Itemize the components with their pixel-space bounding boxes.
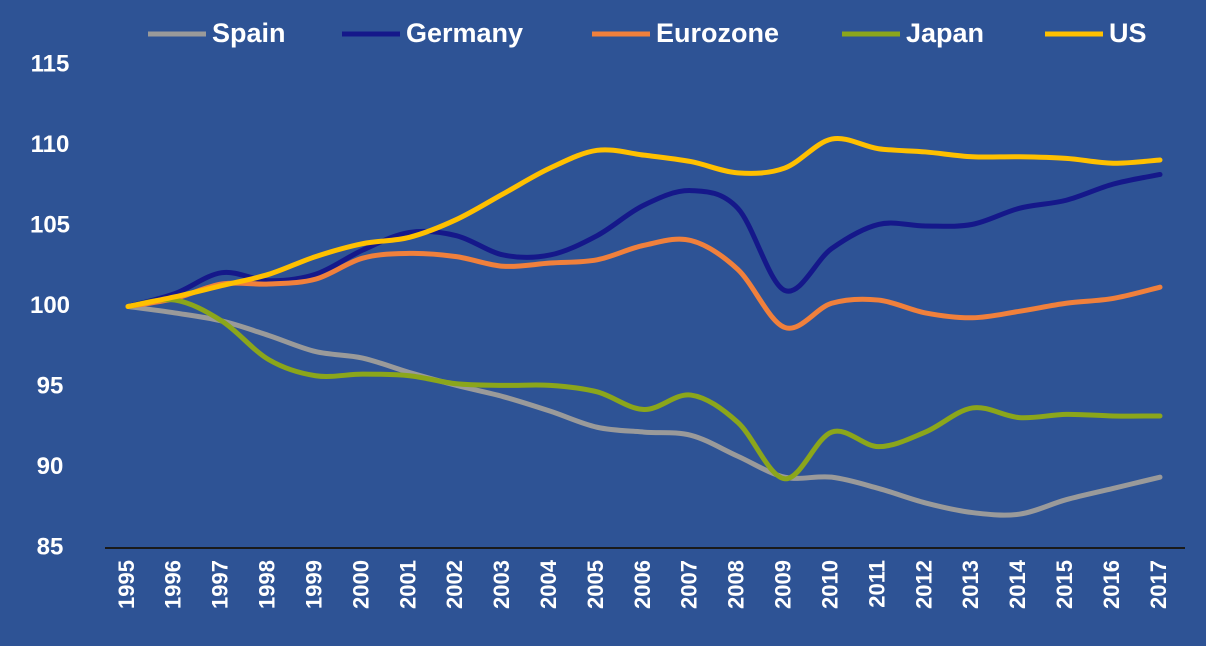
- x-tick-label: 1999: [301, 560, 326, 609]
- x-tick-label: 2012: [911, 560, 936, 609]
- x-tick-label: 2008: [724, 560, 749, 609]
- x-tick-label: 2015: [1052, 560, 1077, 609]
- x-tick-label: 2001: [395, 560, 420, 609]
- x-tick-label: 2013: [958, 560, 983, 609]
- y-tick-label: 105: [30, 211, 70, 238]
- series-line: [125, 135, 1163, 309]
- x-tick-label: 2016: [1099, 560, 1124, 609]
- x-tick-label: 2004: [536, 559, 561, 609]
- series-line: [125, 297, 1163, 482]
- y-tick-label: 115: [31, 50, 70, 77]
- legend-label: Spain: [212, 18, 286, 48]
- series-line: [125, 171, 1163, 309]
- x-tick-label: 2011: [864, 560, 889, 608]
- y-tick-label: 85: [37, 533, 64, 560]
- x-tick-label: 2009: [771, 560, 796, 609]
- x-tick-label: 1995: [114, 560, 139, 609]
- x-tick-label: 2010: [817, 560, 842, 609]
- legend-label: Germany: [406, 18, 523, 48]
- y-tick-label: 90: [37, 453, 64, 480]
- x-tick-label: 2003: [489, 560, 514, 609]
- legend-label: US: [1109, 18, 1147, 48]
- x-tick-label: 1996: [161, 560, 186, 609]
- x-tick-label: 2007: [677, 560, 702, 609]
- x-tick-label: 2000: [348, 560, 373, 609]
- y-tick-label: 95: [37, 372, 64, 399]
- series-line: [125, 236, 1163, 331]
- legend-label: Japan: [906, 18, 984, 48]
- x-tick-label: 2005: [583, 560, 608, 609]
- legend-label: Eurozone: [656, 18, 779, 48]
- x-tick-label: 2002: [442, 560, 467, 609]
- y-tick-label: 100: [30, 292, 70, 319]
- x-tick-label: 2006: [630, 560, 655, 609]
- x-tick-label: 1998: [255, 560, 280, 609]
- x-tick-label: 2014: [1005, 559, 1030, 609]
- x-tick-label: 1997: [208, 560, 233, 609]
- series-line: [125, 304, 1163, 518]
- y-tick-label: 110: [31, 131, 70, 158]
- x-tick-label: 2017: [1146, 560, 1171, 609]
